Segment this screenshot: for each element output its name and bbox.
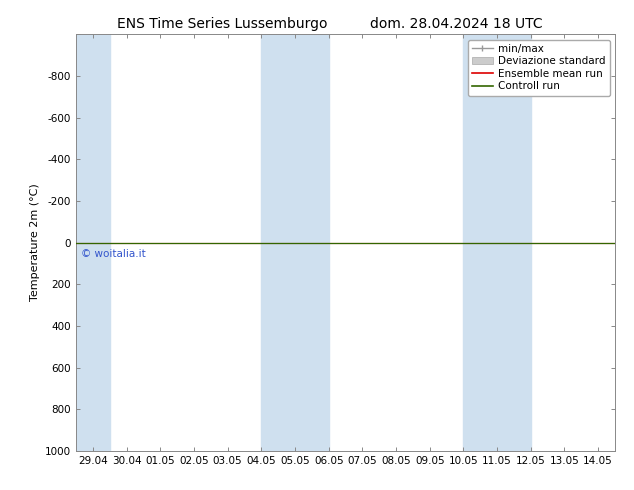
Legend: min/max, Deviazione standard, Ensemble mean run, Controll run: min/max, Deviazione standard, Ensemble m… bbox=[468, 40, 610, 96]
Y-axis label: Temperature 2m (°C): Temperature 2m (°C) bbox=[30, 184, 39, 301]
Bar bbox=[76, 34, 110, 451]
Text: dom. 28.04.2024 18 UTC: dom. 28.04.2024 18 UTC bbox=[370, 17, 543, 31]
Text: © woitalia.it: © woitalia.it bbox=[81, 249, 146, 259]
Bar bbox=[463, 34, 531, 451]
Text: ENS Time Series Lussemburgo: ENS Time Series Lussemburgo bbox=[117, 17, 327, 31]
Bar bbox=[261, 34, 328, 451]
